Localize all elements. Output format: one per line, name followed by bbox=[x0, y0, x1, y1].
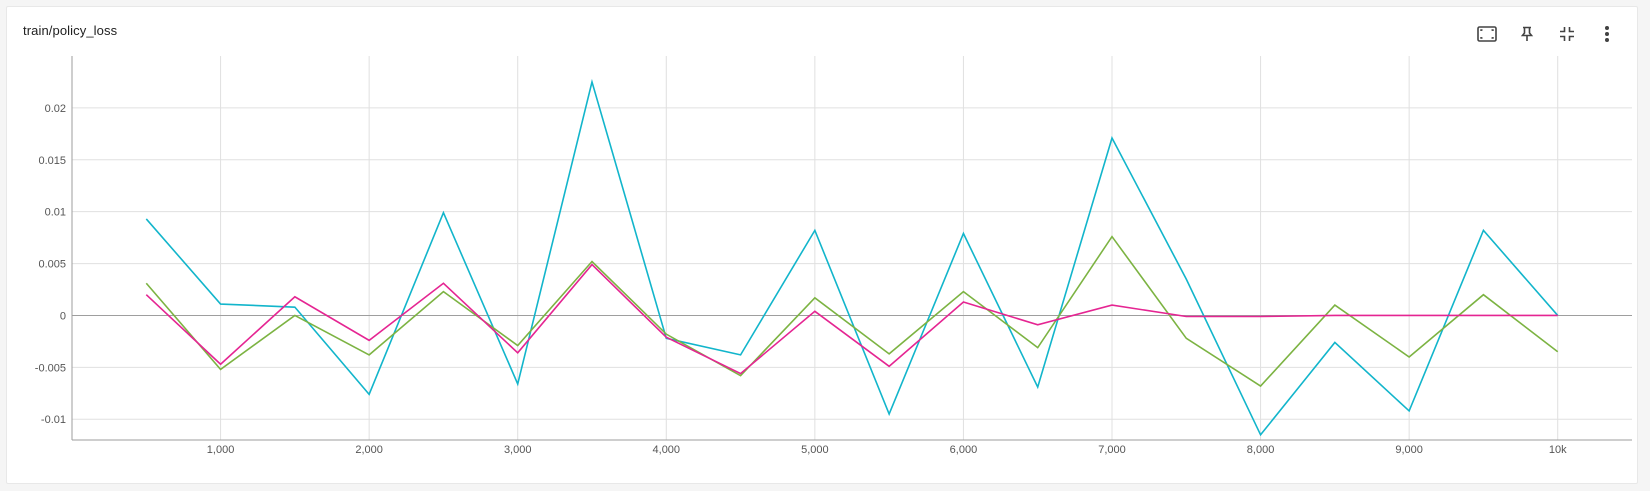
x-tick-label: 4,000 bbox=[653, 444, 681, 456]
y-tick-label: -0.005 bbox=[35, 362, 66, 374]
y-tick-label: 0.015 bbox=[38, 155, 66, 167]
x-tick-label: 5,000 bbox=[801, 444, 829, 456]
series-line-3 bbox=[145, 263, 1558, 375]
fit-to-data-icon bbox=[1477, 26, 1497, 42]
y-tick-label: 0.005 bbox=[38, 259, 66, 271]
chart-toolbar bbox=[1467, 20, 1627, 48]
x-tick-label: 6,000 bbox=[950, 444, 978, 456]
y-tick-label: 0 bbox=[60, 310, 66, 322]
pin-icon bbox=[1520, 26, 1534, 41]
y-tick-label: 0.01 bbox=[45, 207, 66, 219]
fit-to-data-button[interactable] bbox=[1467, 20, 1507, 48]
x-tick-label: 10k bbox=[1549, 444, 1567, 456]
chart-title: train/policy_loss bbox=[23, 23, 118, 38]
more-options-button[interactable] bbox=[1587, 20, 1627, 48]
more-vert-icon bbox=[1605, 26, 1609, 42]
x-tick-label: 1,000 bbox=[207, 444, 235, 456]
x-tick-label: 8,000 bbox=[1247, 444, 1275, 456]
y-tick-label: 0.02 bbox=[45, 103, 66, 115]
chart-card: train/policy_loss bbox=[6, 6, 1638, 484]
y-tick-label: -0.01 bbox=[41, 414, 66, 426]
x-tick-label: 7,000 bbox=[1098, 444, 1126, 456]
x-tick-label: 2,000 bbox=[355, 444, 383, 456]
x-tick-label: 3,000 bbox=[504, 444, 532, 456]
series-line-2 bbox=[145, 235, 1559, 388]
x-tick-label: 9,000 bbox=[1395, 444, 1423, 456]
series-line-1 bbox=[145, 78, 1559, 437]
collapse-icon bbox=[1560, 27, 1574, 41]
collapse-button[interactable] bbox=[1547, 20, 1587, 48]
pin-button[interactable] bbox=[1507, 20, 1547, 48]
